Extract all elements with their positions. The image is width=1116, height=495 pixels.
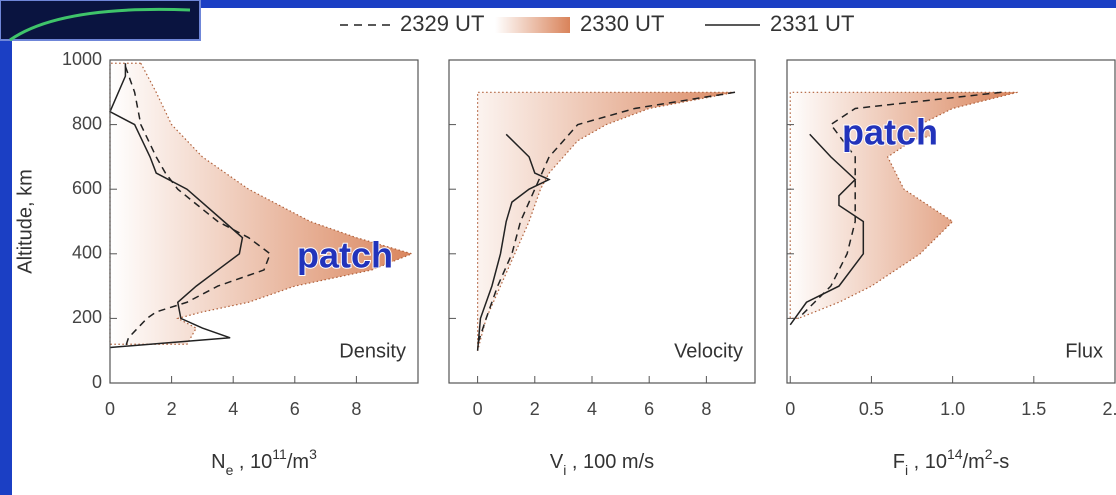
legend-fill <box>495 17 570 33</box>
x-tick-label: 1.5 <box>1021 399 1046 419</box>
profile-line <box>476 91 736 345</box>
x-tick-label: 4 <box>587 399 597 419</box>
x-axis-label-part: /m <box>287 451 309 473</box>
x-tick-label: 1.0 <box>940 399 965 419</box>
x-axis-label-part: 3 <box>309 446 317 462</box>
logo-box <box>0 0 201 41</box>
panel-title: Velocity <box>674 340 743 362</box>
x-axis-label-part: , 100 m/s <box>566 451 654 473</box>
y-tick-label: 1000 <box>62 49 102 69</box>
legend: 2329 UT 2330 UT 2331 UT <box>340 11 854 36</box>
profile-line <box>109 63 244 349</box>
x-tick-label: 0 <box>105 399 115 419</box>
x-tick-label: 4 <box>228 399 238 419</box>
x-tick-label: 6 <box>644 399 654 419</box>
y-tick-label: 0 <box>92 372 102 392</box>
x-axis-label-part: /m <box>963 451 985 473</box>
x-axis-label: Vi , 100 m/s <box>550 451 654 477</box>
x-axis-label: Fi , 1014/m2-s <box>893 446 1010 478</box>
x-tick-label: 8 <box>351 399 361 419</box>
x-tick-label: 2 <box>167 399 177 419</box>
x-axis-label-part: i <box>905 462 908 478</box>
x-axis-label-part: , 10 <box>233 451 272 473</box>
x-tick-label: 2 <box>530 399 540 419</box>
annotation: patch <box>842 112 938 153</box>
x-axis-label: Ne , 1011/m3 <box>211 446 317 478</box>
y-axis-label: Altitude, km <box>14 169 36 273</box>
legend-label: 2330 UT <box>580 11 664 36</box>
profile-area <box>476 91 736 351</box>
x-tick-label: 6 <box>290 399 300 419</box>
y-tick-label: 800 <box>72 113 102 133</box>
logo-arc <box>9 7 191 42</box>
panel-title: Flux <box>1065 340 1103 362</box>
x-axis-label-part: 14 <box>947 446 963 462</box>
x-tick-label: 8 <box>701 399 711 419</box>
x-tick-label: 0 <box>473 399 483 419</box>
profile-line <box>789 133 865 326</box>
annotation: patch <box>297 235 393 276</box>
x-tick-label: 0.5 <box>859 399 884 419</box>
y-tick-label: 200 <box>72 307 102 327</box>
profile-line <box>124 66 272 348</box>
legend-label: 2331 UT <box>770 11 854 36</box>
profile-area <box>789 91 1018 319</box>
x-axis-label-part: N <box>211 451 225 473</box>
profile-area <box>109 62 414 345</box>
x-axis-label-part: V <box>550 451 564 473</box>
y-tick-label: 400 <box>72 243 102 263</box>
x-axis-label-part: e <box>226 462 234 478</box>
x-axis-label-part: i <box>563 462 566 478</box>
x-axis-label-part: 11 <box>272 446 287 462</box>
profile-line <box>476 133 551 351</box>
x-axis-label-part: 2 <box>985 446 993 462</box>
plot-frame <box>786 59 1116 384</box>
x-tick-label: 0 <box>785 399 795 419</box>
x-tick-label: 2.0 <box>1102 399 1116 419</box>
legend-label: 2329 UT <box>400 11 484 36</box>
x-axis-label-part: -s <box>993 451 1010 473</box>
content-area-top <box>200 8 1116 48</box>
y-tick-label: 600 <box>72 178 102 198</box>
x-axis-label-part: F <box>893 451 905 473</box>
plot-frame <box>109 59 419 384</box>
plot-frame <box>448 59 756 384</box>
x-axis-label-part: , 10 <box>908 451 947 473</box>
panel-title: Density <box>339 340 406 362</box>
